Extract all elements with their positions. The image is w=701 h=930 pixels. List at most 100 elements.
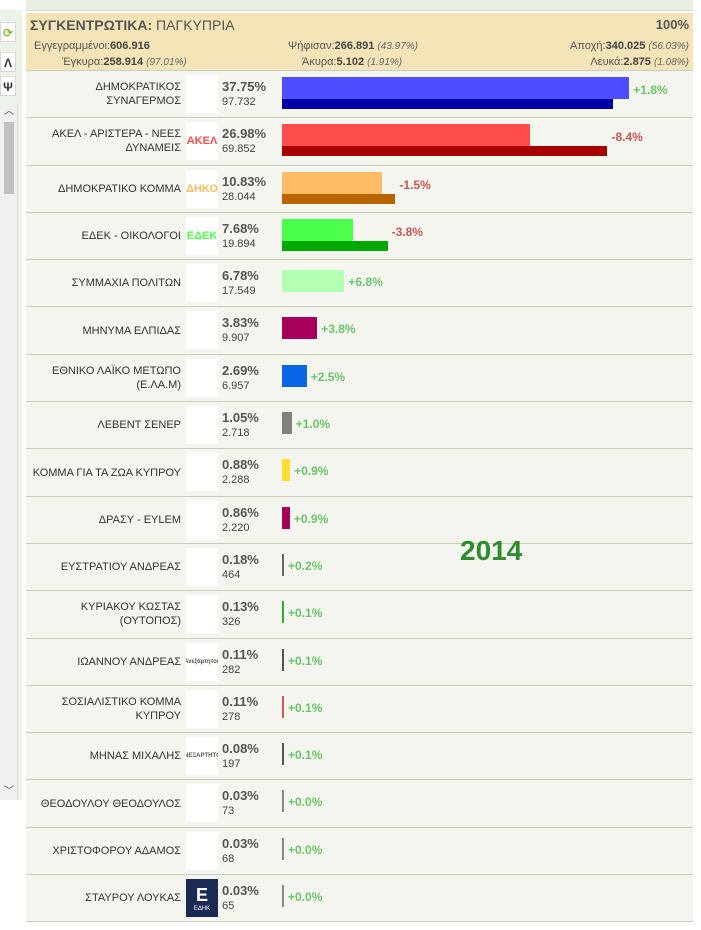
party-row[interactable]: ΘΕΟΔΟΥΛΟΥ ΘΕΟΔΟΥΛΟΣ 0.03% 73 +0.0% <box>26 780 693 828</box>
party-name: ΧΡΙΣΤΟΦΟΡΟΥ ΑΔΑΜΟΣ <box>52 844 181 857</box>
party-votes: 197 <box>222 758 241 771</box>
vote-bar-current <box>282 506 290 529</box>
party-row[interactable]: ΚΥΡΙΑΚΟΥ ΚΩΣΤΑΣ (ΟΥΤΟΠΟΣ) 0.13% 326 +0.1% <box>26 591 693 639</box>
side-button-psi[interactable]: Ψ <box>0 76 16 96</box>
party-votes: 278 <box>222 710 241 723</box>
blank-stat: Λευκά:2.875 (1.08%) <box>590 56 689 68</box>
party-logo-icon <box>186 311 218 350</box>
vote-bar-previous <box>282 193 396 204</box>
party-row[interactable]: ΕΔΕΚ - ΟΙΚΟΛΟΓΟΙ ΕΔΕΚ 7.68% 19.894 -3.8% <box>26 212 693 261</box>
vertical-scrollbar[interactable]: ︿ ﹀ <box>0 104 18 800</box>
party-change: +0.1% <box>288 748 323 763</box>
party-logo-text: ΔΗΚΟ <box>186 182 218 195</box>
scroll-up-icon[interactable]: ︿ <box>4 106 14 117</box>
party-percent: 37.75% <box>222 79 267 94</box>
refresh-icon[interactable]: ⟳ <box>0 22 16 42</box>
party-percent: 0.88% <box>222 457 259 473</box>
party-list: ΔΗΜΟΚΡΑΤΙΚΟΣ ΣΥΝΑΓΕΡΜΟΣ 37.75% 97.732 +1.8%… <box>26 71 693 923</box>
party-row[interactable]: ΣΥΜΜΑΧΙΑ ΠΟΛΙΤΩΝ 6.78% 17.549 +6.8% <box>26 260 693 308</box>
party-row[interactable]: ΙΩΑΝΝΟΥ ΑΝΔΡΕΑΣ Ανεξάρτητος 0.11% 282 +0.1% <box>26 638 693 686</box>
vote-bar-current <box>282 837 284 860</box>
party-name: ΜΗΝΥΜΑ ΕΛΠΙΔΑΣ <box>82 324 181 337</box>
party-percent: 0.13% <box>222 599 259 615</box>
party-row[interactable]: ΣΤΑΥΡΟΥ ΛΟΥΚΑΣ E ΕΔΗΚ 0.03% 65 +0.0% <box>26 875 693 923</box>
vote-bar-current <box>282 695 284 718</box>
party-percent: 0.03% <box>222 835 259 851</box>
party-percent: 0.03% <box>222 883 259 899</box>
invalid-stat: Άκυρα:5.102 (1.91%) <box>302 56 403 68</box>
party-row[interactable]: ΚΟΜΜΑ ΓΙΑ ΤΑ ΖΩΑ ΚΥΠΡΟΥ 0.88% 2.288 +0.9% <box>26 449 693 497</box>
party-row[interactable]: ΧΡΙΣΤΟΦΟΡΟΥ ΑΔΑΜΟΣ 0.03% 68 +0.0% <box>26 827 693 876</box>
vote-bar-current <box>282 317 318 340</box>
vote-bar-previous <box>282 240 388 251</box>
header-title: ΣΥΓΚΕΝΤΡΩΤΙΚΑ: ΠΑΓΚΥΠΡΙΑ <box>30 17 235 33</box>
party-row[interactable]: ΜΗΝΥΜΑ ΕΛΠΙΔΑΣ 3.83% 9.907 +3.8% <box>26 307 693 355</box>
party-name: ΛΕΒΕΝΤ ΣΕΝΕΡ <box>97 419 181 432</box>
vote-bar-current <box>282 270 345 293</box>
party-logo-text: ΕΔΕΚ <box>186 229 218 242</box>
party-name: ΕΥΣΤΡΑΤΙΟΥ ΑΝΔΡΕΑΣ <box>60 561 181 574</box>
party-name: ΣΟΣΙΑΛΙΣΤΙΚΟ ΚΟΜΜΑ ΚΥΠΡΟΥ <box>61 696 181 722</box>
registered-stat: Εγγεγραμμένοι:606.916 <box>34 40 150 52</box>
party-logo-icon <box>186 595 218 634</box>
valid-stat: Έγκυρα:258.914 (97.01%) <box>62 56 187 68</box>
party-logo-icon <box>186 547 218 586</box>
party-logo-icon <box>186 784 218 823</box>
party-votes: 282 <box>222 663 241 676</box>
party-change: +1.0% <box>295 417 331 432</box>
party-row[interactable]: ΕΥΣΤΡΑΤΙΟΥ ΑΝΔΡΕΑΣ 0.18% 464 +0.2% <box>26 543 693 592</box>
party-votes: 28.044 <box>222 190 256 203</box>
party-name: ΜΗΝΑΣ ΜΙΧΑΛΗΣ <box>89 750 181 763</box>
vote-bar-current <box>282 601 284 624</box>
vote-bar-previous <box>282 146 608 157</box>
party-logo-icon <box>186 500 218 539</box>
party-votes: 9.907 <box>222 332 250 345</box>
party-row[interactable]: ΔΗΜΟΚΡΑΤΙΚΟΣ ΣΥΝΑΓΕΡΜΟΣ 37.75% 97.732 +1.8% <box>26 71 693 119</box>
party-change: +1.8% <box>633 83 668 97</box>
party-row[interactable]: ΔΗΜΟΚΡΑΤΙΚΟ ΚΟΜΜΑ ΔΗΚΟ 10.83% 28.044 -1.5% <box>26 165 693 213</box>
party-percent: 7.68% <box>222 220 259 236</box>
party-change: -1.5% <box>399 177 431 192</box>
party-percent: 10.83% <box>222 173 267 189</box>
party-row[interactable]: ΑΚΕΛ - ΑΡΙΣΤΕΡΑ - ΝΕΕΣ ΔΥΝΑΜΕΙΣ ΑΚΕΛ 26.98… <box>26 118 693 166</box>
party-percent: 0.11% <box>222 646 259 662</box>
party-logo-icon <box>186 264 218 303</box>
vote-bar-current <box>282 553 284 576</box>
party-logo-icon: E ΕΔΗΚ <box>186 879 218 918</box>
scroll-down-icon[interactable]: ﹀ <box>4 786 14 797</box>
party-logo-text: ΑΝΕΞΑΡΤΗΤΟΣ <box>186 753 218 760</box>
vote-bar-previous <box>282 99 613 109</box>
party-votes: 17.549 <box>222 285 256 298</box>
party-votes: 2.220 <box>222 521 250 534</box>
party-change: -3.8% <box>391 224 423 239</box>
top-strip <box>26 0 693 11</box>
party-votes: 2.288 <box>222 474 250 487</box>
party-row[interactable]: ΣΟΣΙΑΛΙΣΤΙΚΟ ΚΟΜΜΑ ΚΥΠΡΟΥ 0.11% 278 +0.1% <box>26 685 693 734</box>
party-change: +0.1% <box>288 700 323 715</box>
title-bold: ΣΥΓΚΕΝΤΡΩΤΙΚΑ: <box>30 17 153 33</box>
party-row[interactable]: ΛΕΒΕΝΤ ΣΕΝΕΡ 1.05% 2.718 +1.0% <box>26 402 693 450</box>
party-logo-icon <box>186 358 218 397</box>
party-row[interactable]: ΕΘΝΙΚΟ ΛΑΪΚΟ ΜΕΤΩΠΟ (Ε.ΛΑ.Μ) 2.69% 6.957 +2… <box>26 354 693 403</box>
party-votes: 65 <box>222 900 235 913</box>
party-name: ΑΚΕΛ - ΑΡΙΣΤΕΡΑ - ΝΕΕΣ ΔΥΝΑΜΕΙΣ <box>52 128 181 155</box>
party-change: +0.2% <box>288 558 323 573</box>
party-votes: 326 <box>222 616 241 629</box>
party-percent: 0.11% <box>222 693 259 709</box>
party-row[interactable]: ΜΗΝΑΣ ΜΙΧΑΛΗΣ ΑΝΕΞΑΡΤΗΤΟΣ 0.08%197 +0.1% <box>26 733 693 781</box>
party-percent: 2.69% <box>222 362 259 378</box>
party-row[interactable]: ΔΡΑΣΥ - EYLEM 0.86% 2.220 +0.9% <box>26 496 693 544</box>
party-logo-icon <box>186 406 218 445</box>
party-name: ΣΤΑΥΡΟΥ ΛΟΥΚΑΣ <box>85 892 181 905</box>
party-votes: 6.957 <box>222 379 250 392</box>
results-header: ΣΥΓΚΕΝΤΡΩΤΙΚΑ: ΠΑΓΚΥΠΡΙΑ 100% Εγγεγραμμέ… <box>26 13 693 71</box>
side-button-lambda[interactable]: Λ <box>0 52 16 72</box>
scroll-thumb[interactable] <box>4 122 14 194</box>
counted-percent: 100% <box>655 17 689 32</box>
vote-bar-current <box>282 743 284 766</box>
party-name: ΔΗΜΟΚΡΑΤΙΚΟΣ ΣΥΝΑΓΕΡΜΟΣ <box>95 81 181 108</box>
party-logo-icon: ΕΔΕΚ <box>186 216 218 255</box>
party-logo-icon: ΑΚΕΛ <box>186 122 218 161</box>
year-label: 2014 <box>460 535 523 566</box>
party-name: ΕΔΕΚ - ΟΙΚΟΛΟΓΟΙ <box>81 230 181 243</box>
